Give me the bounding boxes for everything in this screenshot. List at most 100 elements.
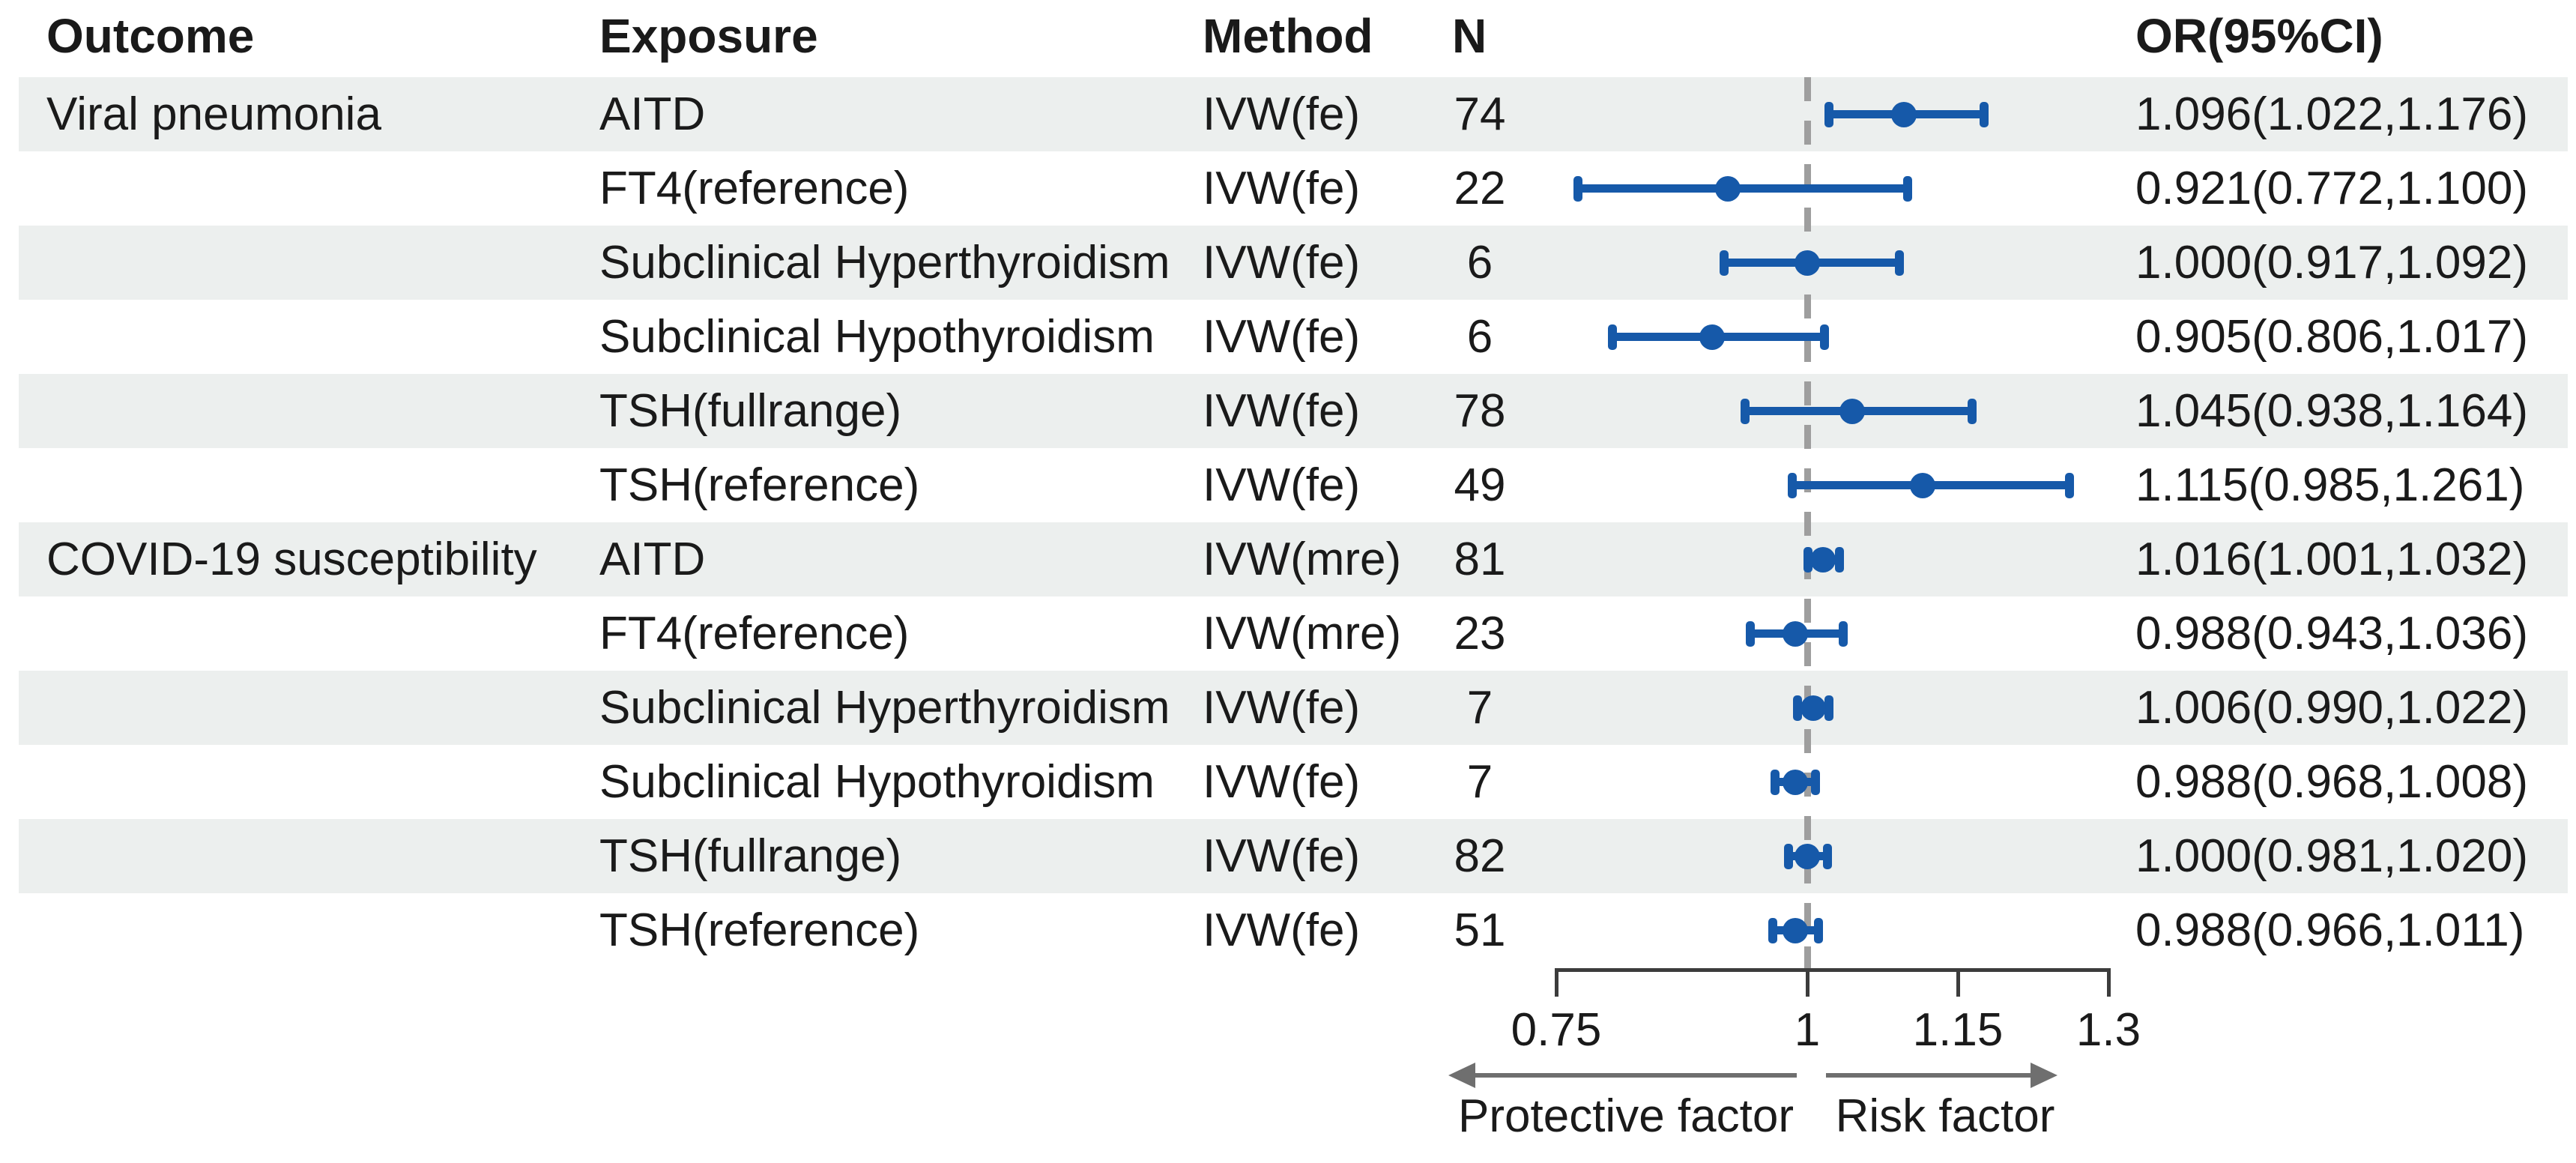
axis-tick-label: 0.75	[1511, 1004, 1602, 1056]
ci-cap-high	[1824, 695, 1834, 721]
ci-cap-high	[1895, 250, 1905, 276]
or-ci-cell: 1.096(1.022,1.176)	[2135, 88, 2528, 140]
n-cell: 49	[1454, 459, 1506, 511]
or-ci-cell: 0.988(0.966,1.011)	[2135, 904, 2525, 956]
column-header-n: N	[1452, 9, 1487, 63]
n-cell: 82	[1454, 830, 1506, 882]
reference-dashed-line	[1803, 77, 1811, 968]
exposure-cell: TSH(fullrange)	[599, 830, 902, 882]
n-cell: 81	[1454, 534, 1506, 585]
exposure-cell: FT4(reference)	[599, 608, 910, 659]
ci-cap-high	[1839, 620, 1848, 647]
ci-cap-low	[1824, 101, 1834, 127]
exposure-cell: TSH(reference)	[599, 904, 920, 956]
ci-cap-low	[1787, 472, 1797, 498]
or-ci-cell: 1.115(0.985,1.261)	[2135, 459, 2525, 511]
method-cell: IVW(fe)	[1203, 88, 1361, 140]
method-cell: IVW(fe)	[1203, 756, 1361, 808]
ci-cap-low	[1792, 695, 1802, 721]
column-header-or-ci: OR(95%CI)	[2135, 9, 2383, 63]
point-marker	[1782, 620, 1808, 647]
point-marker	[1795, 250, 1820, 276]
n-cell: 6	[1466, 311, 1493, 363]
ci-cap-low	[1608, 324, 1618, 350]
row-shade-band	[19, 522, 2568, 596]
n-cell: 74	[1454, 88, 1506, 140]
or-ci-cell: 1.000(0.981,1.020)	[2135, 830, 2528, 882]
exposure-cell: AITD	[599, 88, 706, 140]
or-ci-cell: 1.000(0.917,1.092)	[2135, 237, 2528, 289]
protective-arrow-head-icon	[1448, 1063, 1475, 1088]
n-cell: 7	[1466, 682, 1493, 734]
column-header-outcome: Outcome	[46, 9, 255, 63]
exposure-cell: TSH(reference)	[599, 459, 920, 511]
column-header-exposure: Exposure	[599, 9, 818, 63]
ci-cap-high	[1822, 843, 1832, 869]
axis-tick	[1805, 968, 1809, 997]
ci-cap-low	[1768, 917, 1778, 943]
ci-cap-low	[1803, 546, 1813, 573]
row-shade-band	[19, 374, 2568, 448]
row-shade-band	[19, 671, 2568, 745]
or-ci-cell: 1.016(1.001,1.032)	[2135, 534, 2528, 585]
ci-cap-high	[1813, 917, 1823, 943]
row-shade-band	[19, 226, 2568, 300]
method-cell: IVW(fe)	[1203, 830, 1361, 882]
n-cell: 7	[1466, 756, 1493, 808]
axis-tick	[1554, 968, 1558, 997]
n-cell: 22	[1454, 163, 1506, 214]
method-cell: IVW(fe)	[1203, 904, 1361, 956]
ci-line	[1578, 184, 1908, 193]
exposure-cell: Subclinical Hypothyroidism	[599, 311, 1155, 363]
or-ci-cell: 1.006(0.990,1.022)	[2135, 682, 2528, 734]
risk-arrow-head-icon	[2031, 1063, 2058, 1088]
or-ci-cell: 0.988(0.968,1.008)	[2135, 756, 2528, 808]
method-cell: IVW(fe)	[1203, 385, 1361, 437]
n-cell: 51	[1454, 904, 1506, 956]
n-cell: 78	[1454, 385, 1506, 437]
point-marker	[1699, 324, 1725, 350]
point-marker	[1810, 546, 1836, 573]
exposure-cell: Subclinical Hyperthyroidism	[599, 237, 1170, 289]
method-cell: IVW(mre)	[1203, 608, 1402, 659]
point-marker	[1782, 769, 1808, 795]
method-cell: IVW(fe)	[1203, 311, 1361, 363]
n-cell: 23	[1454, 608, 1506, 659]
axis-tick-label: 1	[1794, 1004, 1821, 1056]
axis-tick-label: 1.15	[1912, 1004, 2004, 1056]
or-ci-cell: 0.921(0.772,1.100)	[2135, 163, 2528, 214]
outcome-cell: COVID-19 susceptibility	[46, 534, 537, 585]
protective-factor-label: Protective factor	[1458, 1090, 1794, 1142]
or-ci-cell: 0.988(0.943,1.036)	[2135, 608, 2528, 659]
ci-cap-high	[1979, 101, 1989, 127]
axis-tick	[1956, 968, 1960, 997]
point-marker	[1839, 398, 1866, 424]
ci-cap-high	[1834, 546, 1844, 573]
ci-cap-high	[1819, 324, 1829, 350]
ci-cap-low	[1719, 250, 1729, 276]
or-ci-cell: 1.045(0.938,1.164)	[2135, 385, 2528, 437]
ci-cap-high	[2064, 472, 2074, 498]
protective-arrow-line	[1472, 1073, 1797, 1078]
point-marker	[1795, 843, 1820, 869]
point-marker	[1715, 175, 1741, 202]
exposure-cell: Subclinical Hyperthyroidism	[599, 682, 1170, 734]
axis-tick	[2106, 968, 2111, 997]
risk-arrow-line	[1826, 1073, 2031, 1078]
ci-cap-low	[1745, 620, 1755, 647]
ci-cap-low	[1573, 175, 1583, 202]
column-header-method: Method	[1203, 9, 1373, 63]
exposure-cell: AITD	[599, 534, 706, 585]
method-cell: IVW(fe)	[1203, 459, 1361, 511]
ci-cap-low	[1783, 843, 1793, 869]
ci-cap-high	[1967, 398, 1977, 424]
exposure-cell: TSH(fullrange)	[599, 385, 902, 437]
method-cell: IVW(fe)	[1203, 163, 1361, 214]
exposure-cell: FT4(reference)	[599, 163, 910, 214]
method-cell: IVW(fe)	[1203, 682, 1361, 734]
point-marker	[1801, 695, 1827, 721]
outcome-cell: Viral pneumonia	[46, 88, 381, 140]
ci-cap-high	[1903, 175, 1912, 202]
ci-cap-low	[1771, 769, 1780, 795]
